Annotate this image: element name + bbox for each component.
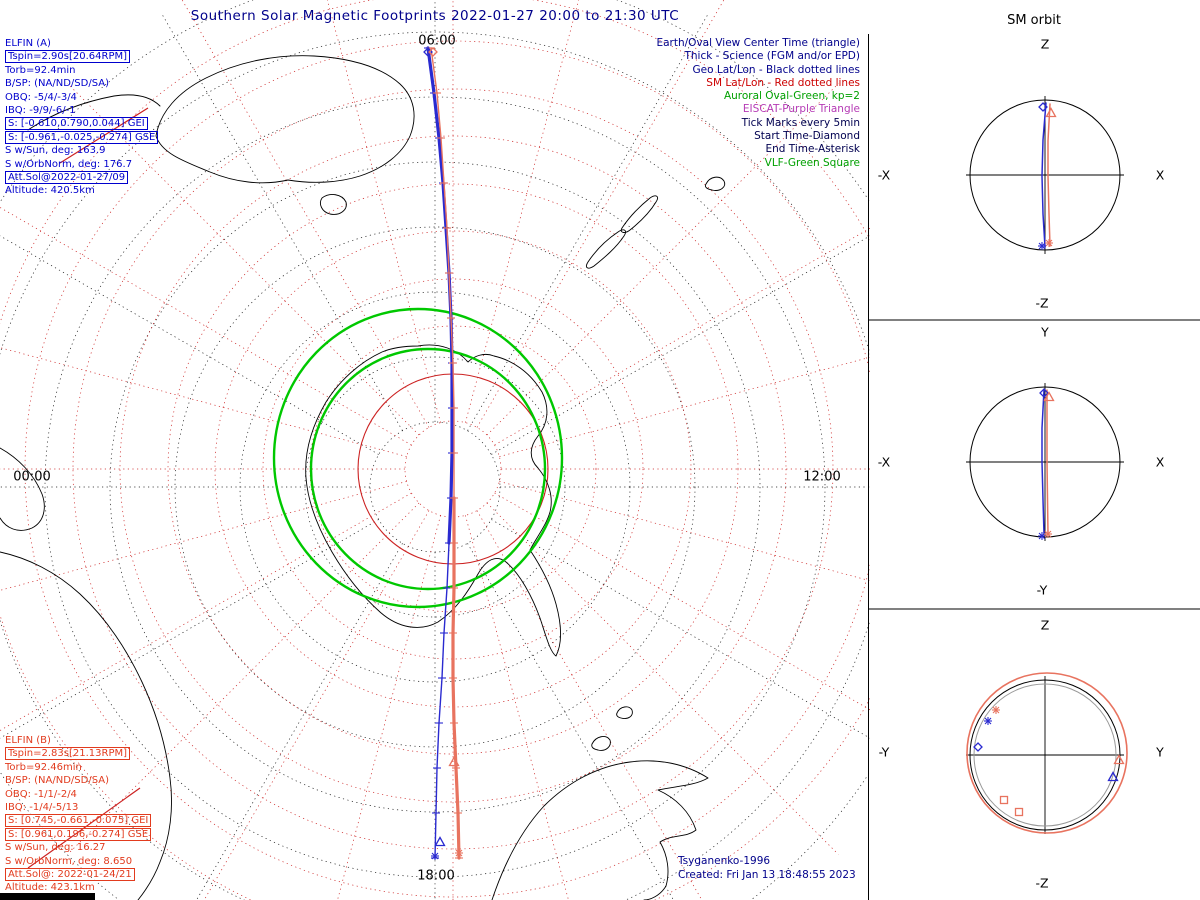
time-label-1800: 18:00 xyxy=(417,868,455,884)
elfin-b-line-5: S: [0.745,-0.661,-0.075] GEI xyxy=(5,814,152,828)
elfin-a-line-8: S w/OrbNorm, deg: 176.7 xyxy=(5,158,133,170)
elfin-b-line-2: B/SP: (NA/ND/SD/SA) xyxy=(5,775,109,787)
elfin-a-line-9: Att.Sol@2022-01-27/09 xyxy=(5,171,158,185)
elfin-a-line-7: S w/Sun, deg: 163.9 xyxy=(5,145,106,157)
coastline-australia xyxy=(155,55,415,184)
axis-label-Y: Y xyxy=(1040,325,1049,340)
time-label-1200: 12:00 xyxy=(803,469,841,485)
elfin-b-line-10: Altitude: 423.1km xyxy=(5,882,95,894)
legend-item-9: VLF-Green Square xyxy=(764,156,860,169)
axis-label-X: X xyxy=(1156,168,1165,183)
time-label-0600: 06:00 xyxy=(418,33,456,49)
auroral-oval-inner xyxy=(309,347,547,591)
axis-label--Y: -Y xyxy=(1037,583,1048,598)
axis-label--X: -X xyxy=(878,455,891,470)
created-label: Created: Fri Jan 13 18:48:55 2023 xyxy=(678,868,856,881)
orbit-panel-x-z: Z -X X -Z xyxy=(878,37,1165,311)
earth-circle xyxy=(969,679,1121,831)
axis-label-Y: Y xyxy=(1155,745,1164,760)
legend-item-5: EISCAT-Purple Triangle xyxy=(742,103,860,116)
elfin-b-line-8: S w/OrbNorm, deg: 8.650 xyxy=(5,855,133,867)
sm-orbit-panels: Z -X X -Z Y -X X -Y Z -Y Y -Z xyxy=(868,34,1200,900)
elfin-a-line-10: Altitude: 420.5km xyxy=(5,185,95,197)
axis-label--Y: -Y xyxy=(879,745,890,760)
elfin-b-line-4: IBQ: -1/4/-5/13 xyxy=(5,802,79,814)
coastline-south-america xyxy=(0,551,172,900)
earth-circle xyxy=(969,99,1121,251)
coastline-island-a xyxy=(591,736,611,751)
bottom-left-bar xyxy=(0,893,95,900)
legend-item-2: Geo Lat/Lon - Black dotted lines xyxy=(692,63,860,76)
coastlines xyxy=(0,55,726,900)
elfin-a-line-3: OBQ: -5/4/-3/4 xyxy=(5,91,77,103)
track-markers xyxy=(423,47,463,860)
legend: Earth/Oval View Center Time (triangle) Th… xyxy=(656,37,860,170)
coastline-small-island-topright xyxy=(704,176,726,191)
coastline-africa-fragment xyxy=(0,447,45,531)
elfin-b-name: ELFIN (B) xyxy=(5,735,51,746)
legend-item-1: Thick - Science (FGM and/or EPD) xyxy=(684,50,860,63)
legend-item-3: SM Lat/Lon - Red dotted lines xyxy=(706,76,860,89)
elfin-a-info-block: ELFIN (A) Tspin=2.90s[20.64RPM] Torb=92.4m… xyxy=(5,37,159,198)
footprint-data-layer xyxy=(272,46,564,860)
elfin-b-line-6: S: [0.961,0.196,-0.274] GSE xyxy=(5,827,152,841)
coastline-island-b xyxy=(616,706,633,719)
axis-label-Z: Z xyxy=(1041,37,1050,52)
footer: Tsyganenko-1996 Created: Fri Jan 13 18:4… xyxy=(678,855,856,882)
elfin-b-line-0: Tspin=2.83s[21.13RPM] xyxy=(5,747,151,761)
legend-item-8: End Time-Asterisk xyxy=(765,143,860,156)
axis-label-Z: Z xyxy=(1041,618,1050,633)
legend-item-4: Auroral Oval-Green, kp=2 xyxy=(723,90,860,103)
elfin-b-line-1: Torb=92.46min xyxy=(5,761,82,773)
legend-item-7: Start Time-Diamond xyxy=(754,130,860,143)
coastline-antarctica xyxy=(305,344,561,657)
axis-label-X: X xyxy=(1156,455,1165,470)
elfin-a-name: ELFIN (A) xyxy=(5,38,51,49)
sm-orbit-title: SM orbit xyxy=(1007,13,1061,28)
elfin-b-info-block: ELFIN (B) Tspin=2.83s[21.13RPM] Torb=92.46… xyxy=(5,734,152,895)
model-label: Tsyganenko-1996 xyxy=(678,855,771,867)
coastline-tasmania xyxy=(319,194,347,215)
coastline-new-zealand-north xyxy=(620,195,659,233)
elfin-a-line-2: B/SP: (NA/ND/SD/SA) xyxy=(5,78,109,90)
legend-item-6: Tick Marks every 5min xyxy=(741,116,860,129)
elfin-a-line-5: S: [-0.610,0.790,0.044] GEI xyxy=(5,117,158,131)
elfin-b-footprint xyxy=(427,47,463,860)
elfin-a-line-0: Tspin=2.90s[20.64RPM] xyxy=(5,50,158,64)
coastline-new-zealand-south xyxy=(585,229,627,269)
auroral-oval-outer xyxy=(272,307,564,609)
main-polar-plot xyxy=(0,0,870,900)
legend-item-0: Earth/Oval View Center Time (triangle) xyxy=(656,37,860,49)
orbit-panel-x-y: Y -X X -Y xyxy=(878,325,1165,598)
axis-label--X: -X xyxy=(878,168,891,183)
time-label-0000: 00:00 xyxy=(13,469,51,485)
coastline-topleft-fragment xyxy=(27,94,161,131)
elfin-b-line-9: Att.Sol@: 2022-01-24/21 xyxy=(5,868,151,882)
coastline-patagonia xyxy=(491,760,709,900)
elfin-b-line-7: S w/Sun, deg: 16.27 xyxy=(5,842,106,854)
axis-label--Z: -Z xyxy=(1035,876,1048,891)
elfin-b-line-3: OBQ: -1/1/-2/4 xyxy=(5,788,77,800)
axis-label--Z: -Z xyxy=(1035,296,1048,311)
elfin-a-line-6: S: [-0.961,-0.025,-0.274] GSE xyxy=(5,130,159,144)
orbit-panel-y-z: Z -Y Y -Z xyxy=(879,618,1165,891)
elfin-a-line-4: IBQ: -9/9/-6/-1 xyxy=(5,105,76,117)
elfin-a-line-1: Torb=92.4min xyxy=(5,64,76,76)
